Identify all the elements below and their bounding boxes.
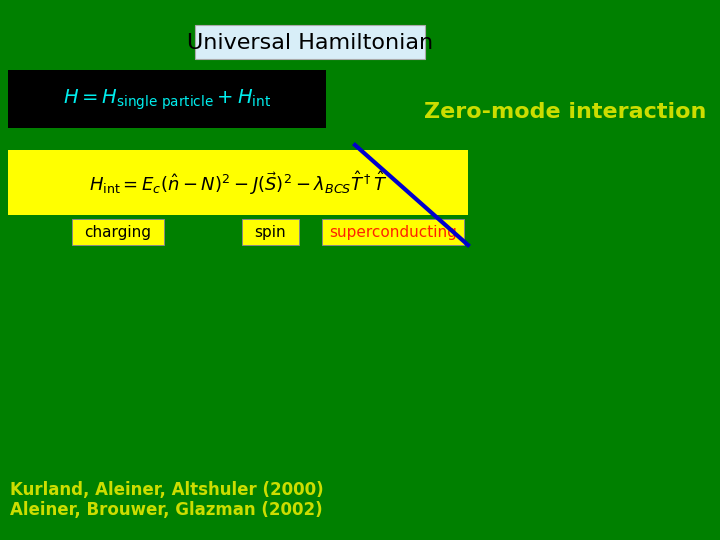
Text: $H = H_{\rm single\ particle} + H_{\rm int}$: $H = H_{\rm single\ particle} + H_{\rm i…	[63, 87, 271, 112]
FancyBboxPatch shape	[195, 25, 425, 59]
FancyBboxPatch shape	[8, 150, 468, 215]
Text: spin: spin	[254, 226, 286, 240]
FancyBboxPatch shape	[8, 70, 326, 128]
Text: Kurland, Aleiner, Altshuler (2000): Kurland, Aleiner, Altshuler (2000)	[10, 481, 323, 499]
FancyBboxPatch shape	[322, 219, 464, 245]
FancyBboxPatch shape	[241, 219, 299, 245]
Text: Zero-mode interaction: Zero-mode interaction	[424, 102, 706, 122]
FancyBboxPatch shape	[72, 219, 164, 245]
Text: Universal Hamiltonian: Universal Hamiltonian	[187, 33, 433, 53]
Text: Aleiner, Brouwer, Glazman (2002): Aleiner, Brouwer, Glazman (2002)	[10, 501, 323, 519]
Text: charging: charging	[84, 226, 151, 240]
Text: $H_{\rm int} = E_c(\hat{n}-N)^2 - J(\vec{S})^2 - \lambda_{BCS}\hat{T}^\dagger\ha: $H_{\rm int} = E_c(\hat{n}-N)^2 - J(\vec…	[89, 170, 387, 198]
Text: superconducting: superconducting	[329, 226, 457, 240]
